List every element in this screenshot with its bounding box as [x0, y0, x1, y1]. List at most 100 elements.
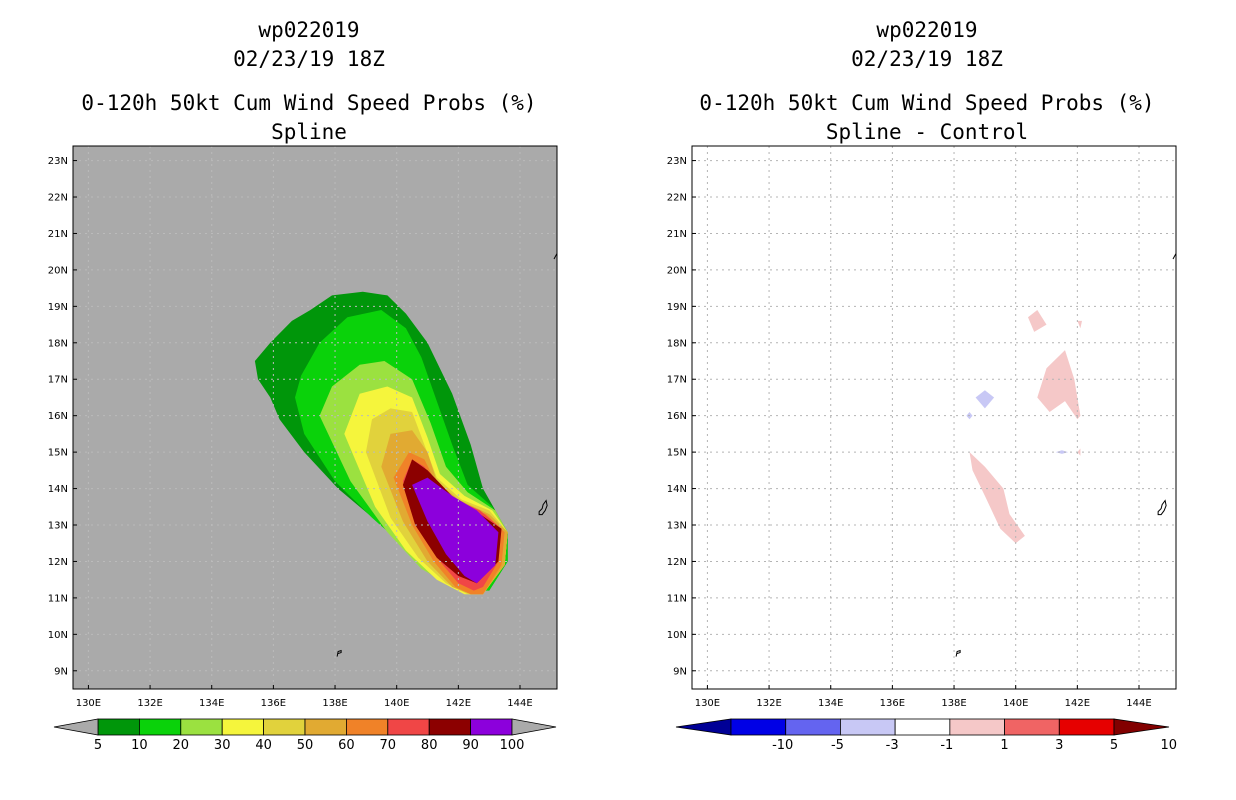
left-colorbar-label-5: 5 [94, 738, 102, 753]
right-contour-1-2 [1037, 350, 1081, 420]
right-ytick-label-23N: 23N [667, 156, 687, 167]
right-colorbar-box-4 [949, 718, 1005, 736]
left-xtick-label-140E: 140E [384, 698, 409, 709]
right-chart-subtitle: Spline - Control [825, 120, 1029, 144]
left-ytick-label-11N: 11N [48, 593, 68, 604]
right-gridlines [692, 146, 1176, 689]
right-colorbar-label-10: 10 [1160, 738, 1177, 753]
left-ytick-label-21N: 21N [48, 229, 68, 240]
right-plot-border [691, 145, 1177, 690]
left-colorbar-box-6 [345, 718, 389, 736]
right-ytick-label-16N: 16N [667, 411, 687, 422]
left-colorbar-high-arrow [511, 718, 557, 736]
left-ytick-label-22N: 22N [48, 193, 68, 204]
left-ytick-label-23N: 23N [48, 156, 68, 167]
left-xtick-label-132E: 132E [137, 698, 162, 709]
left-xtick-label-142E: 142E [446, 698, 471, 709]
left-datetime: 02/23/19 18Z [233, 47, 385, 71]
right-ytick-label-20N: 20N [667, 265, 687, 276]
left-colorbar-label-50: 50 [297, 738, 314, 753]
left-xtick-label-144E: 144E [507, 698, 532, 709]
left-colorbar-box-2 [180, 718, 223, 736]
right-colorbar-label-3: 3 [1055, 738, 1063, 753]
right-map-panel: 130E 132E 134E 136E 138E 140E 142E 144E 9N 10N 11N… [667, 145, 1177, 709]
left-colorbar-box-4 [263, 718, 306, 736]
left-colorbar-box-8 [428, 718, 472, 736]
right-colorbar-low-arrow [675, 718, 732, 736]
left-plot-area [73, 146, 557, 689]
right-contour-1-4 [1077, 448, 1081, 456]
right-xtick-label-138E: 138E [941, 698, 966, 709]
right-colorbar-label--3: -3 [886, 738, 899, 753]
left-xtick-label-130E: 130E [76, 698, 101, 709]
left-colorbar: 5 10 20 30 40 50 60 70 80 90 100 [53, 718, 557, 753]
right-datetime: 02/23/19 18Z [851, 47, 1003, 71]
left-xtick-label-136E: 136E [261, 698, 286, 709]
left-ytick-label-20N: 20N [48, 265, 68, 276]
left-ytick-label-19N: 19N [48, 302, 68, 313]
right-contour--1-7 [1055, 450, 1069, 454]
left-ytick-label-10N: 10N [48, 630, 68, 641]
right-colorbar-box-5 [1004, 718, 1060, 736]
right-xtick-label-134E: 134E [818, 698, 843, 709]
right-colorbar-box-6 [1058, 718, 1115, 736]
right-colorbar-box-2 [840, 718, 896, 736]
right-ytick-label-22N: 22N [667, 193, 687, 204]
left-ytick-label-12N: 12N [48, 557, 68, 568]
right-colorbar-label--5: -5 [831, 738, 844, 753]
left-map-panel: 130E 132E 134E 136E 138E 140E 142E 144E 9N 10N 11N… [48, 145, 558, 709]
left-plot-border [72, 145, 558, 690]
left-chart-subtitle: Spline [271, 120, 347, 144]
left-contour-90-9 [412, 477, 499, 584]
right-xtick-label-140E: 140E [1003, 698, 1028, 709]
left-colorbar-label-90: 90 [462, 738, 479, 753]
right-ytick-label-14N: 14N [667, 484, 687, 495]
right-ytick-label-17N: 17N [667, 375, 687, 386]
left-xtick-label-138E: 138E [322, 698, 347, 709]
right-ytick-label-13N: 13N [667, 521, 687, 532]
left-colorbar-box-9 [470, 718, 513, 736]
left-ytick-label-18N: 18N [48, 338, 68, 349]
left-colorbar-label-10: 10 [131, 738, 148, 753]
right-colorbar: -10 -5 -3 -1 1 3 5 10 [675, 718, 1177, 753]
right-xtick-label-130E: 130E [695, 698, 720, 709]
right-colorbar-box-1 [785, 718, 841, 736]
right-colorbar-label-1: 1 [1000, 738, 1008, 753]
right-colorbar-high-arrow [1113, 718, 1170, 736]
right-contour-1-3 [969, 452, 1025, 544]
right-plot-background [692, 146, 1176, 689]
palau-island-outline [336, 649, 342, 657]
left-colorbar-label-30: 30 [214, 738, 231, 753]
palau-island-outline [955, 649, 961, 657]
right-xtick-label-144E: 144E [1126, 698, 1151, 709]
left-colorbar-label-100: 100 [500, 738, 525, 753]
left-ytick-label-17N: 17N [48, 375, 68, 386]
left-ytick-label-14N: 14N [48, 484, 68, 495]
left-colorbar-low-arrow [53, 718, 99, 736]
right-colorbar-box-3 [894, 718, 951, 736]
right-colorbar-box-0 [730, 718, 787, 736]
left-ytick-label-13N: 13N [48, 521, 68, 532]
left-colorbar-label-60: 60 [338, 738, 355, 753]
guam-island-outline [538, 499, 548, 516]
left-colorbar-label-70: 70 [380, 738, 397, 753]
left-storm-id: wp022019 [258, 18, 360, 42]
left-gridlines [73, 146, 557, 689]
left-colorbar-label-20: 20 [173, 738, 190, 753]
right-ytick-label-9N: 9N [673, 666, 687, 677]
left-colorbar-box-7 [387, 718, 430, 736]
right-plot-area [692, 146, 1176, 689]
left-colorbar-label-40: 40 [255, 738, 272, 753]
guam-island-outline [1157, 499, 1167, 516]
right-contour--1-5 [975, 390, 995, 409]
right-ytick-label-10N: 10N [667, 630, 687, 641]
right-colorbar-label--1: -1 [940, 738, 953, 753]
left-colorbar-box-1 [138, 718, 182, 736]
right-storm-id: wp022019 [876, 18, 978, 42]
left-ytick-label-16N: 16N [48, 411, 68, 422]
right-colorbar-label--10: -10 [772, 738, 793, 753]
right-contour-1-1 [1077, 320, 1082, 329]
right-ytick-label-21N: 21N [667, 229, 687, 240]
right-ytick-label-15N: 15N [667, 448, 687, 459]
